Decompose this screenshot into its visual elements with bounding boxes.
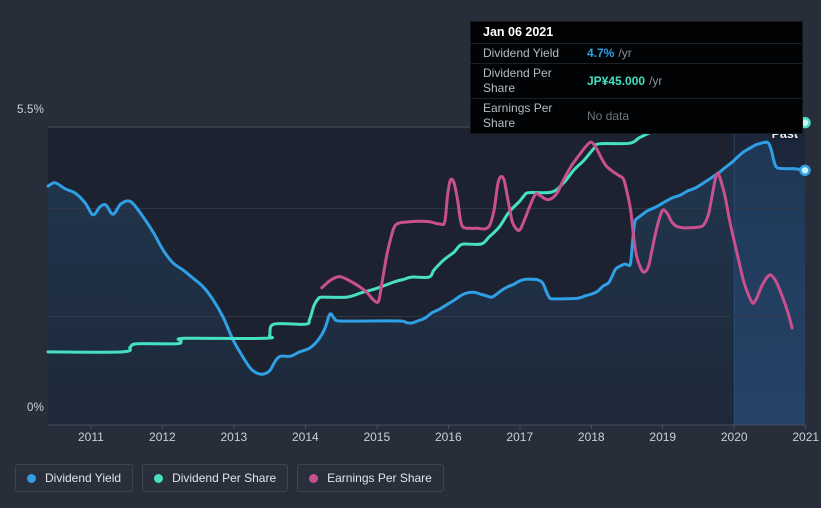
tooltip-row-value: JP¥45.000 — [587, 73, 646, 88]
x-axis-year-label: 2011 — [78, 430, 104, 444]
earnings-per-share-line — [320, 140, 794, 330]
tooltip-row-label: Earnings Per Share — [483, 101, 553, 130]
dividend-yield-area — [48, 142, 805, 425]
tooltip-row-dividend-per-share: Dividend Per Share JP¥45.000 /yr — [471, 63, 802, 98]
tooltip-row-label: Dividend Yield — [483, 46, 560, 60]
tooltip-row-unit: /yr — [649, 73, 663, 88]
dividend-yield-end-marker — [799, 164, 811, 177]
dividend-yield-dot-icon — [27, 473, 36, 483]
legend-label: Dividend Per Share — [172, 471, 277, 485]
x-axis-year-label: 2021 — [792, 430, 819, 444]
chart-legend: Dividend Yield Dividend Per Share Earnin… — [15, 464, 444, 492]
tooltip-row-value: No data — [587, 108, 630, 123]
x-axis-year-label: 2013 — [221, 430, 248, 444]
legend-label: Earnings Per Share — [327, 471, 432, 485]
legend-item-dividend-per-share[interactable]: Dividend Per Share — [142, 464, 289, 492]
legend-item-dividend-yield[interactable]: Dividend Yield — [15, 464, 134, 492]
tooltip-row-label: Dividend Per Share — [483, 66, 552, 95]
x-axis-year-label: 2017 — [506, 430, 533, 444]
tooltip-row-unit: /yr — [618, 46, 632, 60]
chart-tooltip: Jan 06 2021 Dividend Yield 4.7% /yr Divi… — [470, 21, 803, 134]
tooltip-row-value: 4.7% — [587, 46, 615, 60]
dividend-yield-line — [46, 140, 807, 376]
x-axis-year-label: 2016 — [435, 430, 462, 444]
legend-label: Dividend Yield — [45, 471, 122, 485]
past-period-band — [734, 100, 805, 425]
x-axis-year-label: 2015 — [363, 430, 390, 444]
dividend-per-share-dot-icon — [154, 473, 164, 483]
x-axis-year-label: 2012 — [149, 430, 176, 444]
tooltip-row-dividend-yield: Dividend Yield 4.7% /yr — [471, 43, 802, 63]
x-axis-year-label: 2014 — [292, 430, 319, 444]
earnings-per-share-dot-icon — [309, 473, 319, 483]
y-axis-max-label: 5.5% — [16, 104, 44, 116]
tooltip-date: Jan 06 2021 — [483, 25, 554, 39]
tooltip-row-earnings-per-share: Earnings Per Share No data — [471, 98, 802, 133]
y-axis-min-label: 0% — [26, 402, 44, 414]
legend-item-earnings-per-share[interactable]: Earnings Per Share — [297, 464, 444, 492]
x-axis-year-label: 2020 — [721, 430, 748, 444]
x-axis-year-label: 2018 — [578, 430, 605, 444]
x-axis-year-label: 2019 — [649, 430, 676, 444]
